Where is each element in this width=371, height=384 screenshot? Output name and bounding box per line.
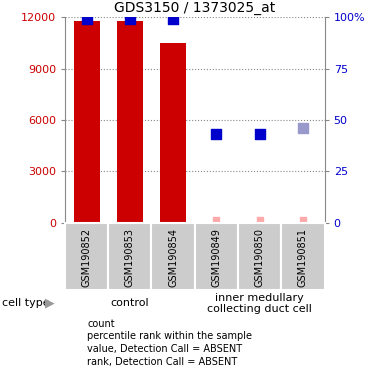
FancyBboxPatch shape	[108, 223, 151, 290]
Bar	[160, 43, 186, 223]
Text: rank, Detection Call = ABSENT: rank, Detection Call = ABSENT	[87, 357, 237, 367]
Point	[213, 131, 219, 137]
Text: GSM190852: GSM190852	[82, 228, 92, 287]
Text: GSM190854: GSM190854	[168, 228, 178, 287]
Bar	[73, 21, 99, 223]
Text: GSM190849: GSM190849	[211, 228, 221, 287]
Text: inner medullary
collecting duct cell: inner medullary collecting duct cell	[207, 293, 312, 314]
FancyBboxPatch shape	[238, 223, 281, 290]
Point	[300, 125, 306, 131]
FancyBboxPatch shape	[281, 223, 325, 290]
Text: percentile rank within the sample: percentile rank within the sample	[87, 331, 252, 341]
Point	[257, 131, 263, 137]
Text: GSM190850: GSM190850	[255, 228, 265, 287]
Text: count: count	[87, 319, 115, 329]
Text: cell type: cell type	[2, 298, 49, 308]
Point	[213, 217, 219, 223]
Point	[127, 16, 133, 22]
Point	[83, 16, 89, 22]
FancyBboxPatch shape	[195, 223, 238, 290]
FancyBboxPatch shape	[65, 223, 108, 290]
Title: GDS3150 / 1373025_at: GDS3150 / 1373025_at	[114, 1, 275, 15]
Point	[170, 16, 176, 22]
Point	[300, 217, 306, 223]
Text: GSM190853: GSM190853	[125, 228, 135, 287]
Bar	[117, 21, 143, 223]
Text: control: control	[111, 298, 149, 308]
Text: ▶: ▶	[45, 297, 55, 310]
Text: GSM190851: GSM190851	[298, 228, 308, 287]
FancyBboxPatch shape	[151, 223, 195, 290]
Point	[257, 217, 263, 223]
Text: value, Detection Call = ABSENT: value, Detection Call = ABSENT	[87, 344, 242, 354]
